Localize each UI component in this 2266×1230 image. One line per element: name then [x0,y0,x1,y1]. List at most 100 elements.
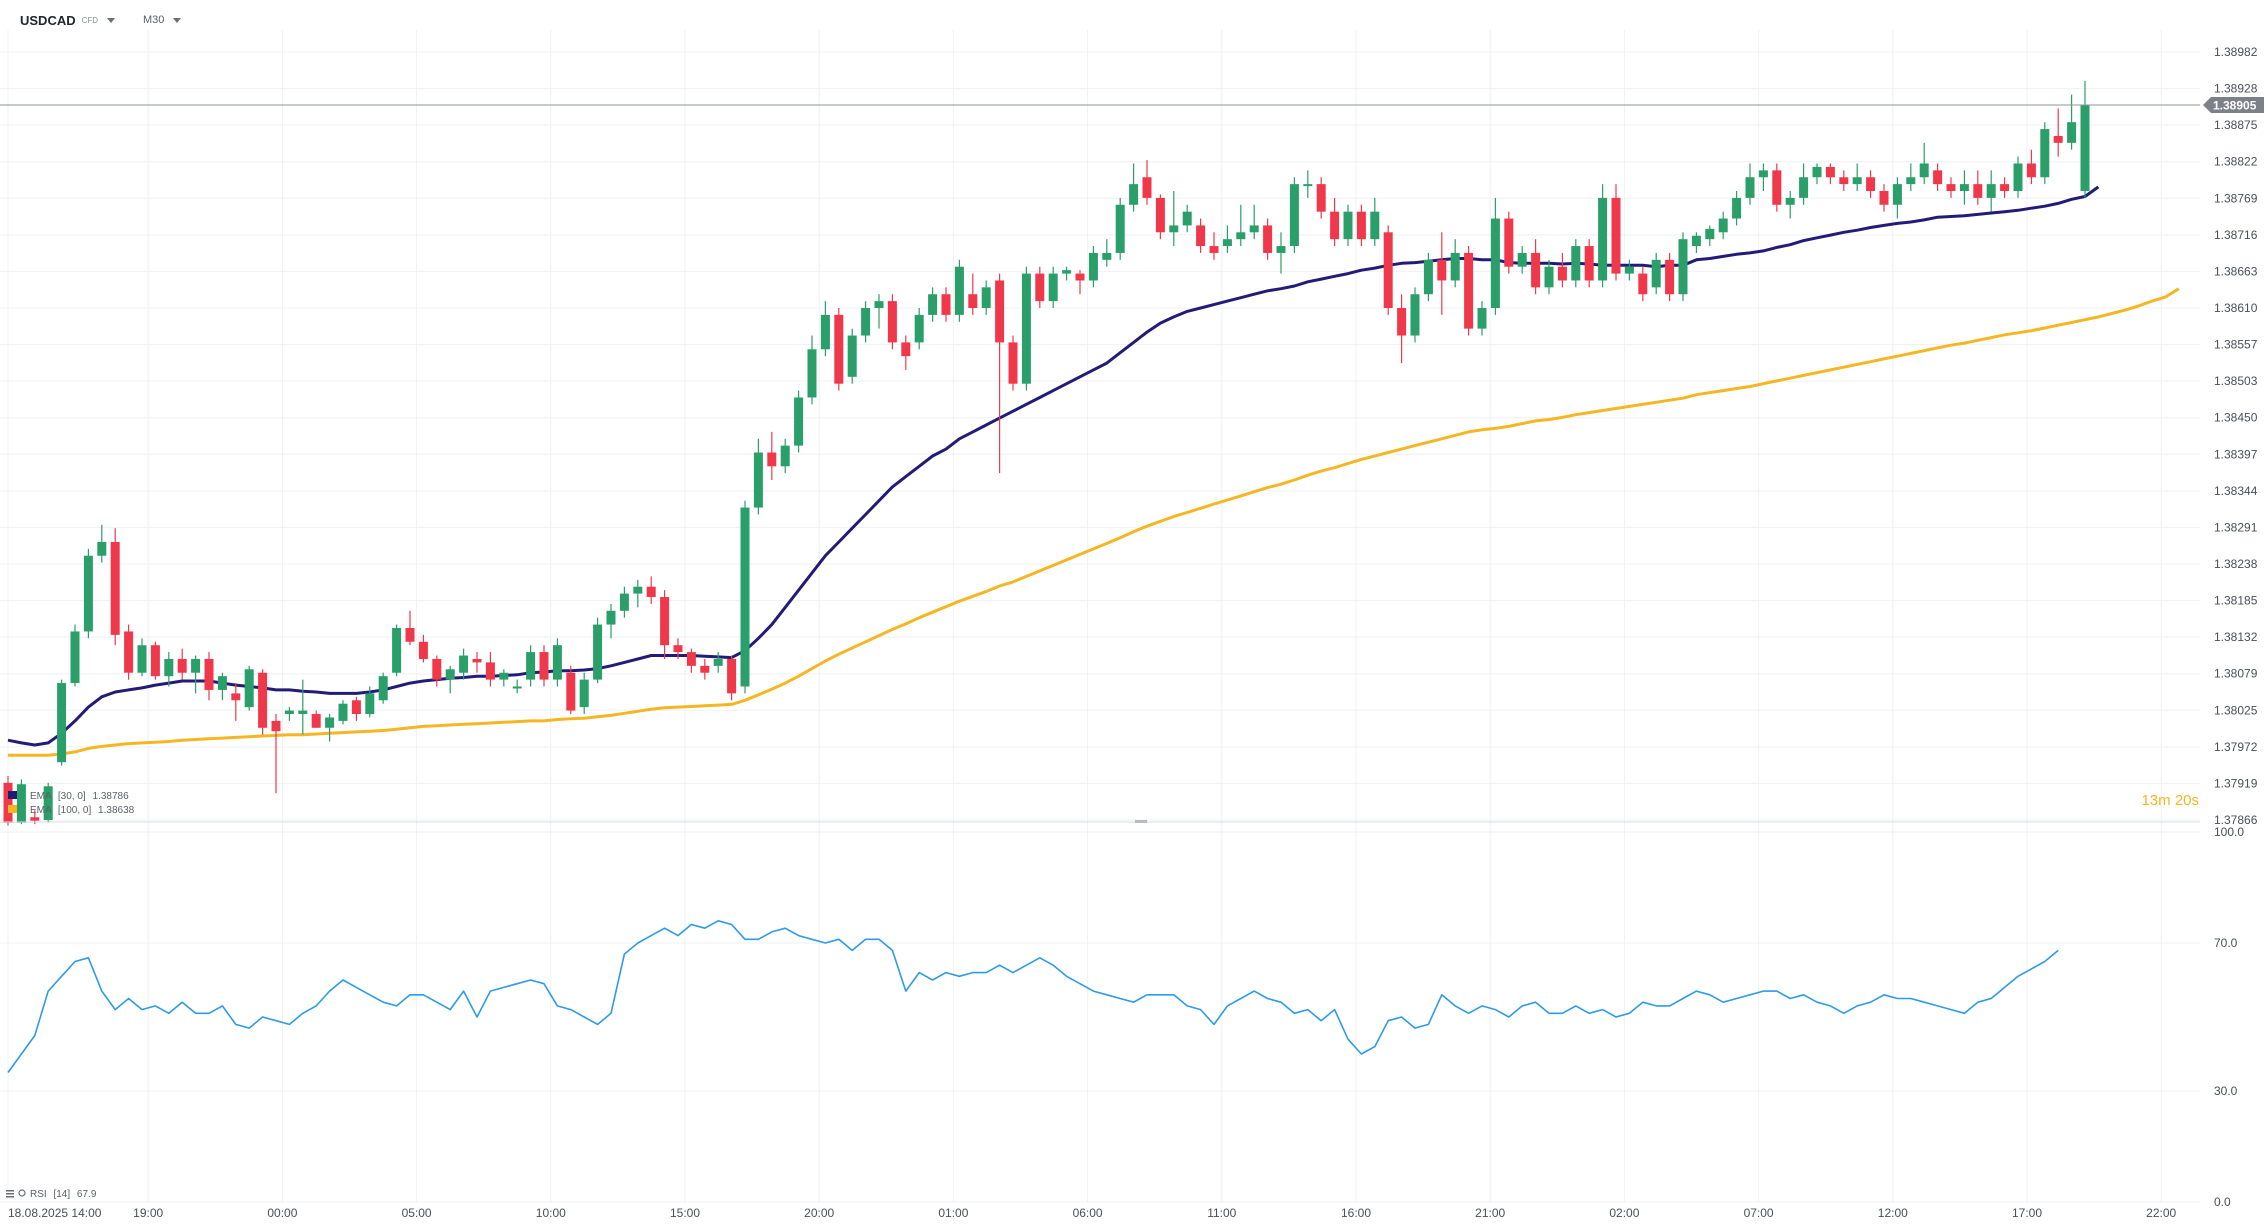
candle[interactable] [1343,204,1353,247]
candle[interactable] [1665,252,1675,302]
candle[interactable] [204,652,214,701]
candle[interactable] [137,638,147,677]
candle[interactable] [1062,266,1072,281]
candle[interactable] [110,528,120,646]
candle[interactable] [1946,177,1956,198]
candle[interactable] [1035,266,1045,308]
candle[interactable] [954,259,964,322]
candle[interactable] [1584,239,1594,288]
candle[interactable] [2026,149,2036,185]
candle[interactable] [633,579,643,608]
candle[interactable] [901,335,911,370]
candle[interactable] [981,280,991,315]
candle[interactable] [445,665,455,694]
rsi-legend-menu-icon[interactable] [6,1190,14,1198]
candle[interactable] [258,669,268,735]
candle[interactable] [418,634,428,663]
candle[interactable] [1919,142,1929,185]
candle[interactable] [1678,232,1688,302]
candle[interactable] [834,308,844,391]
candle[interactable] [57,679,67,766]
candle[interactable] [1611,184,1621,281]
candle[interactable] [1598,184,1608,288]
candle[interactable] [298,679,308,735]
candle[interactable] [1021,266,1031,391]
candle[interactable] [1490,197,1500,315]
candle[interactable] [539,645,549,687]
candle[interactable] [392,624,402,677]
candle[interactable] [1544,259,1554,295]
candle[interactable] [1356,204,1366,247]
candle[interactable] [1651,252,1661,295]
candle[interactable] [2040,122,2050,185]
candle[interactable] [1571,239,1581,288]
candle[interactable] [914,308,924,350]
candle[interactable] [1236,204,1246,247]
candle[interactable] [43,782,53,823]
candle[interactable] [1624,259,1634,281]
candle[interactable] [2067,94,2077,150]
rsi-legend[interactable]: RSI [14] 67.9 [6,1189,97,1200]
candle[interactable] [686,648,696,673]
candle[interactable] [1182,204,1192,233]
candle[interactable] [606,603,616,639]
candle[interactable] [995,273,1005,474]
candle[interactable] [740,500,750,694]
candle[interactable] [646,576,656,604]
candle[interactable] [83,548,93,639]
candle[interactable] [887,294,897,350]
candle[interactable] [1866,170,1876,198]
candle[interactable] [1303,170,1313,198]
candle[interactable] [619,586,629,618]
candle[interactable] [1115,197,1125,260]
candle[interactable] [1410,287,1420,343]
candle[interactable] [1075,270,1085,295]
candle[interactable] [1812,163,1822,185]
candle[interactable] [177,648,187,680]
candle[interactable] [499,669,509,687]
candle[interactable] [1263,218,1273,260]
candle[interactable] [1745,163,1755,205]
candle[interactable] [968,273,978,315]
candle[interactable] [351,696,361,721]
candle[interactable] [2080,80,2090,198]
candle[interactable] [231,683,241,721]
candle[interactable] [1450,239,1460,288]
candle[interactable] [472,652,482,673]
candle[interactable] [1330,197,1340,247]
ema-legend[interactable]: EMA [30, 0] 1.38786 EMA [100, 0] 1.38638 [8,791,135,816]
candle[interactable] [1504,211,1514,274]
candle[interactable] [807,335,817,405]
candle[interactable] [325,714,335,742]
candle[interactable] [820,301,830,357]
candle[interactable] [1879,184,1889,212]
candle[interactable] [16,779,26,825]
candle[interactable] [928,287,938,322]
candle[interactable] [1316,177,1326,219]
candle[interactable] [1142,160,1152,205]
candle[interactable] [70,624,80,687]
candle[interactable] [217,672,227,701]
candle[interactable] [512,679,522,694]
candle[interactable] [1196,218,1206,253]
candle[interactable] [526,645,536,687]
candle[interactable] [1892,177,1902,219]
candle[interactable] [1691,232,1701,253]
candle[interactable] [1852,163,1862,192]
candle[interactable] [700,658,710,680]
candle[interactable] [124,624,134,680]
rsi-legend-settings-icon[interactable] [18,1189,26,1197]
candle[interactable] [1839,170,1849,192]
candle[interactable] [1397,294,1407,364]
candle[interactable] [1906,163,1916,192]
candle[interactable] [1732,191,1742,226]
candle[interactable] [2053,108,2063,157]
candle[interactable] [1209,232,1219,260]
candle[interactable] [1718,211,1728,240]
candle[interactable] [432,655,442,687]
candle[interactable] [338,700,348,725]
candle[interactable] [1169,191,1179,247]
candle[interactable] [1129,163,1139,212]
candle[interactable] [1289,177,1299,253]
